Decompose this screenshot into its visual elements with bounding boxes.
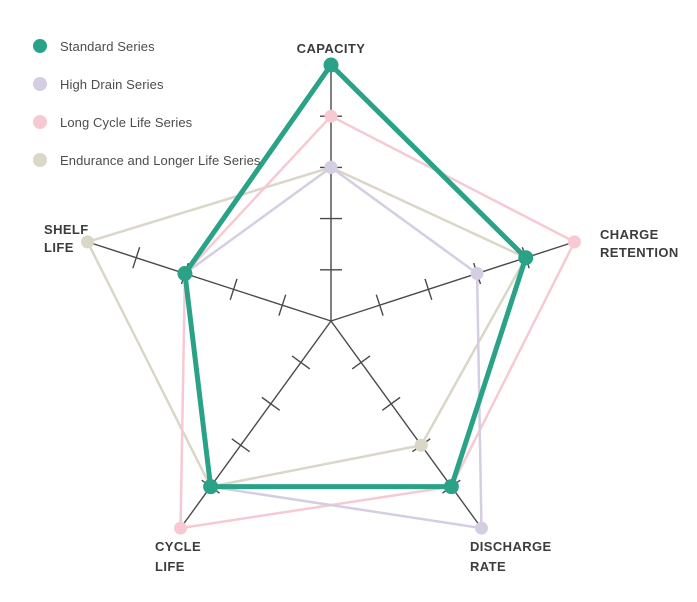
axis-tick [351, 355, 371, 370]
legend-item-high-drain-series: High Drain Series [33, 65, 261, 103]
axis-tick [424, 278, 433, 301]
series-point-standard-series [518, 250, 534, 266]
axis-label-charge-retention: CHARGE RETENTION [600, 227, 679, 260]
series-point-long-cycle-life-series [567, 235, 581, 249]
series-point-endurance-and-longer-life-series [81, 235, 95, 249]
axis-label-capacity: CAPACITY [296, 41, 366, 56]
series-point-endurance-and-longer-life-series [414, 438, 428, 452]
axis-tick [229, 278, 238, 301]
series-point-standard-series [443, 479, 459, 495]
series-point-long-cycle-life-series [174, 521, 188, 535]
series-point-long-cycle-life-series [324, 109, 338, 123]
axis-label-cycle-life: CYCLE LIFE [155, 539, 202, 574]
legend-swatch [33, 153, 47, 167]
axis-tick [261, 396, 281, 411]
legend-swatch [33, 115, 47, 129]
legend-item-endurance-series: Endurance and Longer Life Series [33, 141, 261, 179]
axis-line-cycle-life [179, 320, 332, 529]
axis-tick [381, 396, 401, 411]
legend-item-label: Standard Series [60, 38, 155, 54]
series-polygon-high-drain-series [183, 166, 483, 530]
legend-item-label: High Drain Series [60, 76, 164, 92]
axis-tick [278, 294, 287, 316]
axis-label-shelf-life: SHELF LIFE [44, 222, 89, 255]
legend-item-label: Endurance and Longer Life Series [60, 152, 261, 168]
series-point-standard-series [203, 479, 219, 495]
series-polygon-long-cycle-life-series [179, 114, 576, 530]
series-polygon-endurance-and-longer-life-series [86, 166, 528, 488]
series-point-high-drain-series [474, 521, 488, 535]
series-point-high-drain-series [324, 160, 338, 174]
legend-swatch [33, 77, 47, 91]
series-point-standard-series [177, 266, 193, 282]
series-point-standard-series [323, 57, 339, 73]
axis-line-shelf-life [87, 241, 332, 322]
series-polygon-standard-series [182, 62, 529, 490]
chart-legend: Standard Series High Drain Series Long C… [33, 27, 261, 179]
axis-tick [132, 247, 141, 269]
legend-item-long-cycle-life-series: Long Cycle Life Series [33, 103, 261, 141]
legend-item-standard-series: Standard Series [33, 27, 261, 65]
axis-tick [375, 294, 384, 316]
legend-item-label: Long Cycle Life Series [60, 114, 193, 130]
axis-tick [231, 438, 251, 453]
axis-label-discharge-rate: DISCHARGE RATE [470, 539, 552, 574]
axis-line-charge-retention [330, 241, 575, 322]
axis-tick [291, 355, 311, 370]
legend-swatch [33, 39, 47, 53]
series-point-high-drain-series [470, 267, 484, 281]
axis-line-discharge-rate [330, 320, 483, 529]
